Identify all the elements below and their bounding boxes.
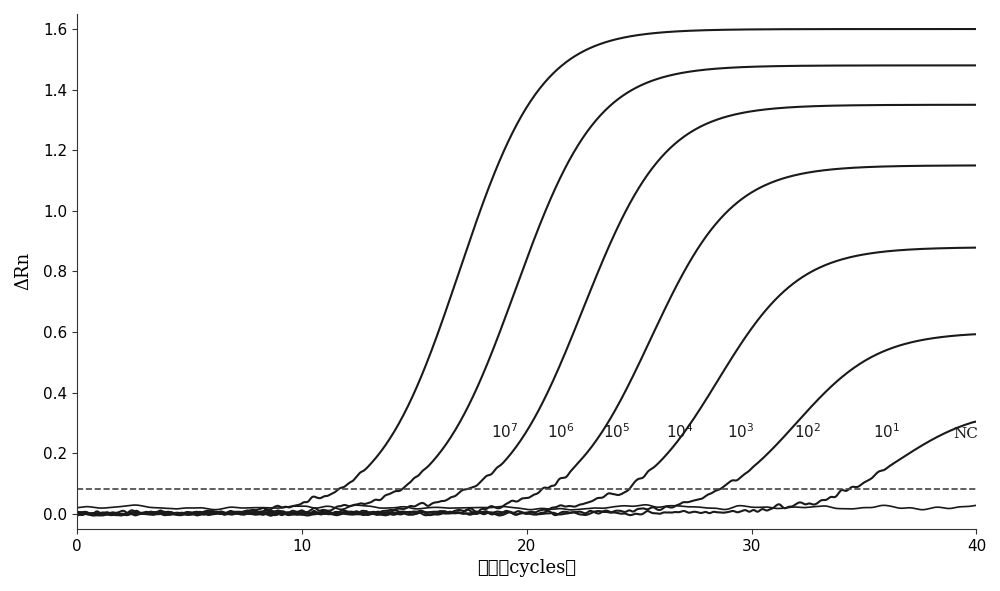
Y-axis label: ΔRn: ΔRn [14, 252, 32, 291]
Text: $10^2$: $10^2$ [794, 423, 821, 441]
Text: NC: NC [953, 427, 978, 441]
Text: $10^5$: $10^5$ [603, 423, 630, 441]
Text: $10^6$: $10^6$ [547, 423, 574, 441]
Text: $10^4$: $10^4$ [666, 423, 693, 441]
Text: $10^7$: $10^7$ [491, 423, 518, 441]
X-axis label: 循环（cycles）: 循环（cycles） [477, 559, 576, 577]
Text: $10^3$: $10^3$ [727, 423, 754, 441]
Text: $10^1$: $10^1$ [873, 423, 900, 441]
